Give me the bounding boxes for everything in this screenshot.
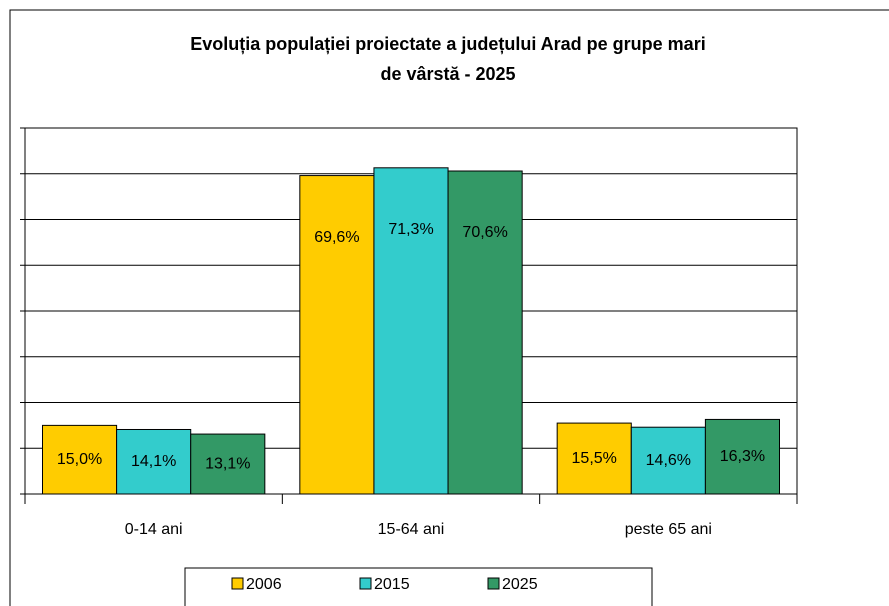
data-label: 71,3% [388, 221, 433, 238]
data-label: 14,6% [646, 452, 691, 469]
data-label: 15,5% [572, 450, 617, 467]
data-label: 15,0% [57, 451, 102, 468]
legend-label: 2025 [502, 576, 538, 593]
bar [447, 170, 523, 495]
legend-box [184, 567, 653, 606]
chart-title: Evoluția populației proiectate a județul… [190, 34, 705, 84]
bar [299, 175, 375, 495]
title-line: Evoluția populației proiectate a județul… [190, 34, 705, 54]
x-tick-label: 0-14 ani [125, 521, 183, 538]
bar [190, 433, 266, 495]
bar [41, 424, 118, 495]
x-tick-label: 15-64 ani [378, 521, 445, 538]
bar [556, 422, 632, 495]
data-label: 69,6% [314, 229, 359, 246]
bar [630, 426, 706, 495]
data-label: 16,3% [720, 448, 765, 465]
legend-swatch [231, 577, 244, 590]
legend-swatch [359, 577, 372, 590]
data-label: 70,6% [462, 224, 507, 241]
data-label: 14,1% [131, 453, 176, 470]
bar [704, 418, 781, 495]
legend-label: 2006 [246, 576, 282, 593]
x-tick-label: peste 65 ani [625, 521, 712, 538]
data-label: 13,1% [205, 455, 250, 472]
legend-swatch [487, 577, 500, 590]
title-line: de vârstă - 2025 [380, 64, 515, 84]
bar [373, 167, 449, 495]
legend-label: 2015 [374, 576, 410, 593]
bar [116, 428, 192, 495]
